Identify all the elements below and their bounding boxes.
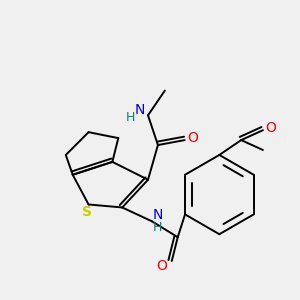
Text: H: H bbox=[153, 221, 163, 234]
Text: S: S bbox=[82, 206, 92, 219]
Text: N: N bbox=[135, 103, 145, 117]
Text: H: H bbox=[125, 111, 135, 124]
Text: O: O bbox=[187, 131, 198, 145]
Text: N: N bbox=[153, 208, 163, 222]
Text: O: O bbox=[266, 121, 276, 135]
Text: O: O bbox=[157, 259, 167, 273]
